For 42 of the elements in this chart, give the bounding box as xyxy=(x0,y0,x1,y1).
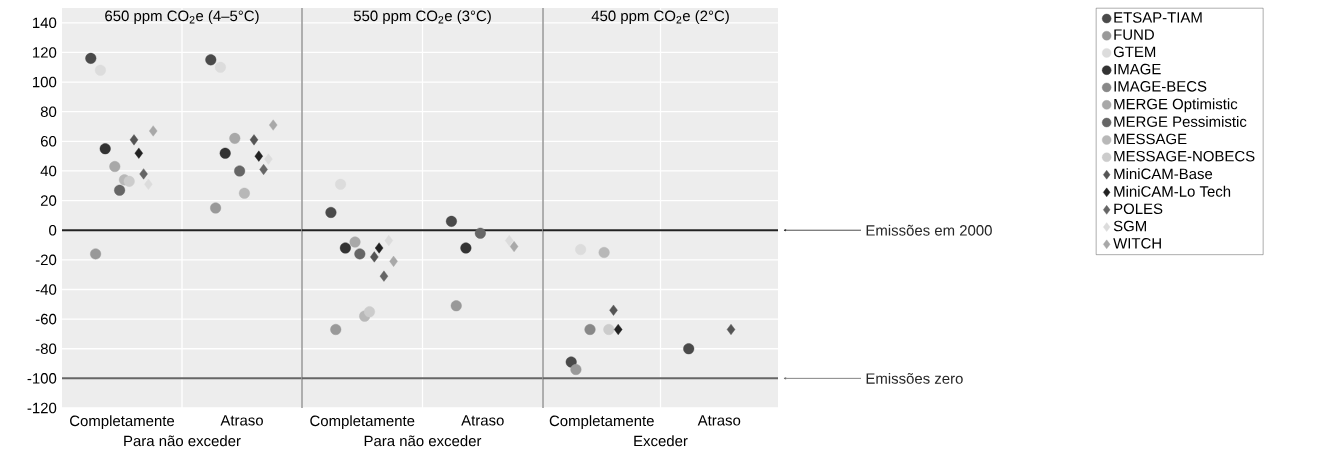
legend-label: MESSAGE xyxy=(1114,133,1187,145)
y-tick-label: -100 xyxy=(27,373,57,384)
y-tick-label: -120 xyxy=(27,402,57,414)
x-tick-label: Completamente xyxy=(549,415,654,430)
y-tick-label: 40 xyxy=(40,165,57,177)
x-tick-label: Atraso xyxy=(220,415,263,426)
y-tick-label: 120 xyxy=(33,47,57,58)
y-tick-label: 140 xyxy=(33,17,57,29)
legend-label: IMAGE xyxy=(1114,63,1161,75)
legend-label: IMAGE-BECS xyxy=(1114,81,1207,92)
legend-label: GTEM xyxy=(1113,46,1156,58)
x-tick-label: Completamente xyxy=(310,415,415,430)
chart-title: 450 ppm CO$_{2}$e (2°C) xyxy=(591,10,729,25)
legend-label: MESSAGE-NOBECS xyxy=(1114,150,1255,162)
x-tick-label: Completamente xyxy=(70,415,175,430)
legend-label: MiniCAM-Lo Tech xyxy=(1114,185,1231,197)
x-tick-label: Atraso xyxy=(697,415,741,426)
ref-line-label: Emissões em 2000 xyxy=(866,224,992,236)
y-tick-label: -40 xyxy=(35,284,57,295)
legend-label: FUND xyxy=(1114,29,1154,40)
y-tick-label: -20 xyxy=(35,254,57,266)
chart-title: 650 ppm CO$_{2}$e (4–5°C) xyxy=(105,10,259,25)
legend-label: MERGE Optimistic xyxy=(1114,98,1238,113)
chart-title: 550 ppm CO$_{2}$e (3°C) xyxy=(353,10,491,25)
y-tick-label: 20 xyxy=(40,195,57,206)
x-tick-label: Atraso xyxy=(461,415,504,426)
legend-label: MERGE Pessimistic xyxy=(1114,115,1247,127)
y-tick-label: -60 xyxy=(35,313,57,325)
ref-line-label: Emissões zero xyxy=(866,372,963,384)
x-axis-title: Exceder xyxy=(634,435,688,447)
y-tick-label: 100 xyxy=(33,76,57,88)
legend-label: POLES xyxy=(1114,203,1163,215)
y-tick-label: 60 xyxy=(40,136,57,147)
legend-label: WITCH xyxy=(1113,238,1161,249)
legend-label: MiniCAM-Base xyxy=(1114,168,1213,180)
x-axis-title: Para não exceder xyxy=(364,435,482,447)
legend-label: ETSAP-TIAM xyxy=(1114,12,1202,23)
legend-label: SGM xyxy=(1113,220,1146,232)
x-axis-title: Para não exceder xyxy=(124,435,241,447)
y-tick-label: -80 xyxy=(35,343,57,355)
y-tick-label: 80 xyxy=(40,106,57,117)
y-tick-label: 0 xyxy=(49,224,57,236)
